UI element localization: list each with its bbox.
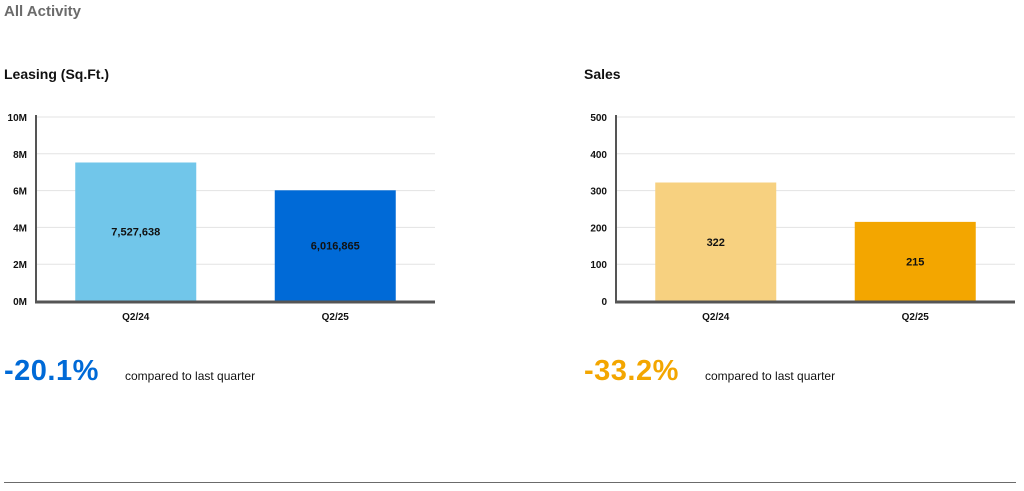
- sales-change-value: -33.2%: [584, 355, 679, 387]
- y-tick-label: 6M: [13, 187, 27, 198]
- y-tick-label: 0M: [13, 297, 27, 308]
- bar: [274, 190, 396, 301]
- x-tick-label: Q2/24: [702, 312, 730, 323]
- y-tick-label: 0: [601, 297, 607, 308]
- y-tick-label: 8M: [13, 150, 27, 161]
- bar-value-label: 7,527,638: [111, 227, 160, 239]
- leasing-chart: 0M 2M 4M 6M 8M 10M 7,527,638 Q2/24 6,016,865 Q2/2…: [8, 113, 435, 323]
- y-tick-label: 200: [590, 223, 607, 234]
- sales-chart: 0 100 200 300 400 500 322 Q2/24 215 Q2/25: [590, 113, 1015, 323]
- bar-value-label: 215: [906, 256, 924, 268]
- y-tick-label: 2M: [13, 260, 27, 271]
- leasing-change-value: -20.1%: [4, 355, 99, 387]
- y-tick-label: 500: [590, 113, 607, 124]
- leasing-change-text: compared to last quarter: [125, 369, 256, 383]
- y-tick-label: 4M: [13, 223, 27, 234]
- leasing-panel: Leasing (Sq.Ft.) 0M 2M 4M 6M 8M 10M 7,527,638 Q…: [4, 0, 444, 400]
- bar: [854, 221, 976, 301]
- bar-value-label: 322: [707, 237, 725, 249]
- leasing-chart-title: Leasing (Sq.Ft.): [4, 66, 109, 82]
- y-tick-label: 400: [590, 150, 607, 161]
- x-tick-label: Q2/25: [322, 312, 350, 323]
- bar-value-label: 6,016,865: [311, 241, 360, 253]
- x-tick-label: Q2/25: [902, 312, 930, 323]
- bottom-divider: [4, 482, 1016, 483]
- y-tick-label: 300: [590, 187, 607, 198]
- bar: [75, 162, 197, 301]
- sales-change-text: compared to last quarter: [705, 369, 836, 383]
- y-tick-label: 100: [590, 260, 607, 271]
- bar: [655, 182, 777, 301]
- sales-panel: Sales 0 100 200 300 400 500 322 Q2/24 215 Q2/25 -…: [584, 0, 1024, 400]
- page-title: All Activity: [4, 3, 81, 20]
- x-tick-label: Q2/24: [122, 312, 150, 323]
- y-tick-label: 10M: [8, 113, 27, 124]
- sales-chart-title: Sales: [584, 66, 621, 82]
